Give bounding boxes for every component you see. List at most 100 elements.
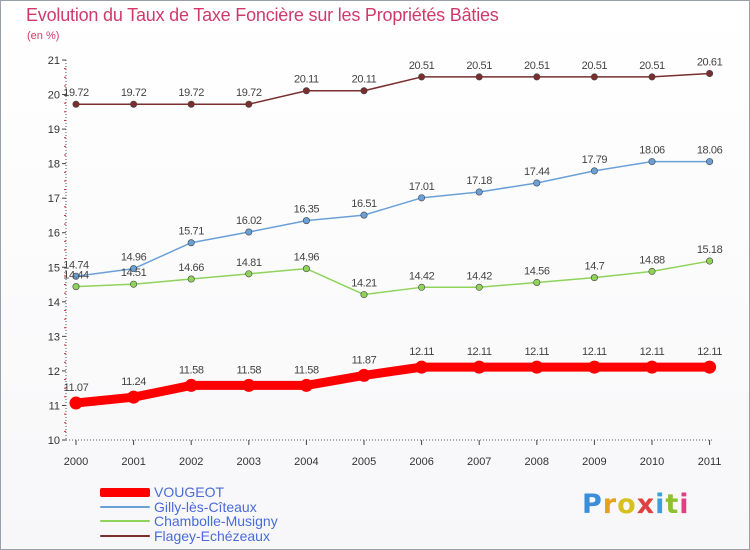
data-point-vougeot bbox=[299, 378, 313, 392]
y-tick-label: 18 bbox=[48, 159, 60, 171]
logo-letter: o bbox=[617, 489, 637, 520]
data-label-flagey-ech-zeaux: 20.51 bbox=[466, 60, 492, 72]
data-label-chambolle-musigny: 14.42 bbox=[409, 270, 435, 282]
data-point-gilly-l-s-c-teaux bbox=[72, 272, 80, 280]
logo-letter: i bbox=[655, 489, 666, 520]
data-label-gilly-l-s-c-teaux: 16.35 bbox=[294, 204, 320, 216]
x-tick-label: 2001 bbox=[121, 456, 145, 468]
data-label-gilly-l-s-c-teaux: 17.44 bbox=[524, 166, 550, 178]
data-label-chambolle-musigny: 14.56 bbox=[524, 265, 550, 277]
data-point-vougeot bbox=[645, 360, 659, 374]
data-label-flagey-ech-zeaux: 20.51 bbox=[409, 60, 435, 72]
data-point-flagey-ech-zeaux bbox=[648, 73, 656, 81]
y-tick-label: 15 bbox=[48, 262, 60, 274]
data-point-chambolle-musigny bbox=[360, 291, 368, 299]
data-point-flagey-ech-zeaux bbox=[706, 69, 714, 77]
logo-letter: x bbox=[636, 489, 656, 520]
legend-item: VOUGEOT bbox=[100, 485, 278, 500]
data-label-flagey-ech-zeaux: 20.61 bbox=[697, 56, 723, 68]
data-point-vougeot bbox=[357, 368, 371, 382]
data-label-gilly-l-s-c-teaux: 15.71 bbox=[178, 226, 204, 238]
data-label-vougeot: 11.07 bbox=[64, 382, 89, 394]
data-point-vougeot bbox=[69, 396, 83, 410]
data-point-chambolle-musigny bbox=[302, 265, 310, 273]
data-label-chambolle-musigny: 14.44 bbox=[63, 270, 89, 282]
data-point-vougeot bbox=[703, 360, 717, 374]
y-tick-label: 19 bbox=[48, 124, 60, 136]
data-point-flagey-ech-zeaux bbox=[302, 87, 310, 95]
data-label-gilly-l-s-c-teaux: 18.06 bbox=[697, 145, 723, 157]
legend-swatch bbox=[100, 520, 150, 523]
y-axis-unit-label: (en %) bbox=[27, 30, 60, 42]
data-label-flagey-ech-zeaux: 20.51 bbox=[639, 60, 665, 72]
x-tick-label: 2002 bbox=[179, 456, 203, 468]
data-point-gilly-l-s-c-teaux bbox=[418, 194, 426, 202]
logo-letter: i bbox=[679, 489, 690, 520]
series-line-chambolle-musigny bbox=[75, 260, 711, 296]
data-label-chambolle-musigny: 14.88 bbox=[639, 254, 665, 266]
data-label-chambolle-musigny: 14.42 bbox=[466, 270, 492, 282]
data-label-flagey-ech-zeaux: 20.51 bbox=[524, 60, 550, 72]
series-line-gilly-l-s-c-teaux bbox=[75, 160, 711, 278]
data-label-gilly-l-s-c-teaux: 14.74 bbox=[63, 259, 89, 271]
data-point-flagey-ech-zeaux bbox=[418, 73, 426, 81]
data-label-chambolle-musigny: 14.66 bbox=[178, 262, 204, 274]
data-label-chambolle-musigny: 14.51 bbox=[121, 267, 147, 279]
data-point-chambolle-musigny bbox=[533, 278, 541, 286]
data-label-flagey-ech-zeaux: 20.11 bbox=[352, 74, 377, 86]
data-point-chambolle-musigny bbox=[72, 283, 80, 291]
data-point-chambolle-musigny bbox=[418, 283, 426, 291]
data-point-gilly-l-s-c-teaux bbox=[130, 265, 138, 273]
data-label-vougeot: 12.11 bbox=[640, 346, 665, 358]
data-label-gilly-l-s-c-teaux: 17.79 bbox=[582, 154, 608, 166]
y-tick-label: 16 bbox=[48, 228, 60, 240]
data-point-gilly-l-s-c-teaux bbox=[533, 179, 541, 187]
legend-label: Gilly-lès-Cîteaux bbox=[154, 498, 257, 515]
data-point-vougeot bbox=[415, 360, 429, 374]
data-point-vougeot bbox=[472, 360, 486, 374]
series-line-vougeot bbox=[71, 362, 715, 408]
data-label-vougeot: 11.24 bbox=[121, 376, 146, 388]
data-point-chambolle-musigny bbox=[706, 257, 714, 265]
data-label-vougeot: 11.58 bbox=[294, 364, 319, 376]
data-point-flagey-ech-zeaux bbox=[475, 73, 483, 81]
data-point-gilly-l-s-c-teaux bbox=[706, 158, 714, 166]
chart-title: Evolution du Taux de Taxe Foncière sur l… bbox=[26, 5, 499, 25]
data-label-flagey-ech-zeaux: 19.72 bbox=[63, 87, 89, 99]
data-point-gilly-l-s-c-teaux bbox=[475, 188, 483, 196]
data-point-gilly-l-s-c-teaux bbox=[187, 239, 195, 247]
x-tick-label: 2006 bbox=[409, 456, 433, 468]
data-point-chambolle-musigny bbox=[245, 270, 253, 278]
data-point-vougeot bbox=[184, 378, 198, 392]
data-point-flagey-ech-zeaux bbox=[533, 73, 541, 81]
logo-letter: P bbox=[582, 489, 603, 520]
data-label-vougeot: 12.11 bbox=[524, 346, 549, 358]
legend-item: Chambolle-Musigny bbox=[100, 514, 278, 529]
data-point-chambolle-musigny bbox=[130, 280, 138, 288]
y-tick-label: 14 bbox=[48, 297, 60, 309]
data-label-gilly-l-s-c-teaux: 16.51 bbox=[351, 198, 377, 210]
proxiti-logo: Proxiti bbox=[582, 489, 690, 520]
data-label-vougeot: 11.58 bbox=[236, 364, 261, 376]
data-point-gilly-l-s-c-teaux bbox=[360, 211, 368, 219]
x-tick-label: 2004 bbox=[294, 456, 318, 468]
y-tick-label: 12 bbox=[48, 366, 60, 378]
data-point-flagey-ech-zeaux bbox=[187, 100, 195, 108]
y-tick-label: 11 bbox=[49, 400, 60, 412]
data-label-flagey-ech-zeaux: 20.51 bbox=[582, 60, 608, 72]
legend-label: VOUGEOT bbox=[154, 484, 225, 501]
legend-swatch bbox=[100, 534, 150, 537]
legend-item: Gilly-lès-Cîteaux bbox=[100, 500, 278, 515]
y-tick-label: 17 bbox=[48, 193, 60, 205]
data-point-vougeot bbox=[530, 360, 544, 374]
logo-letter: r bbox=[602, 489, 618, 520]
x-tick-label: 2000 bbox=[64, 456, 88, 468]
y-tick-label: 20 bbox=[48, 90, 60, 102]
data-label-vougeot: 11.58 bbox=[179, 364, 204, 376]
data-point-gilly-l-s-c-teaux bbox=[245, 228, 253, 236]
x-tick-label: 2008 bbox=[525, 456, 549, 468]
data-label-vougeot: 11.87 bbox=[352, 354, 377, 366]
y-tick-label: 21 bbox=[48, 55, 60, 67]
data-label-gilly-l-s-c-teaux: 16.02 bbox=[236, 215, 262, 227]
